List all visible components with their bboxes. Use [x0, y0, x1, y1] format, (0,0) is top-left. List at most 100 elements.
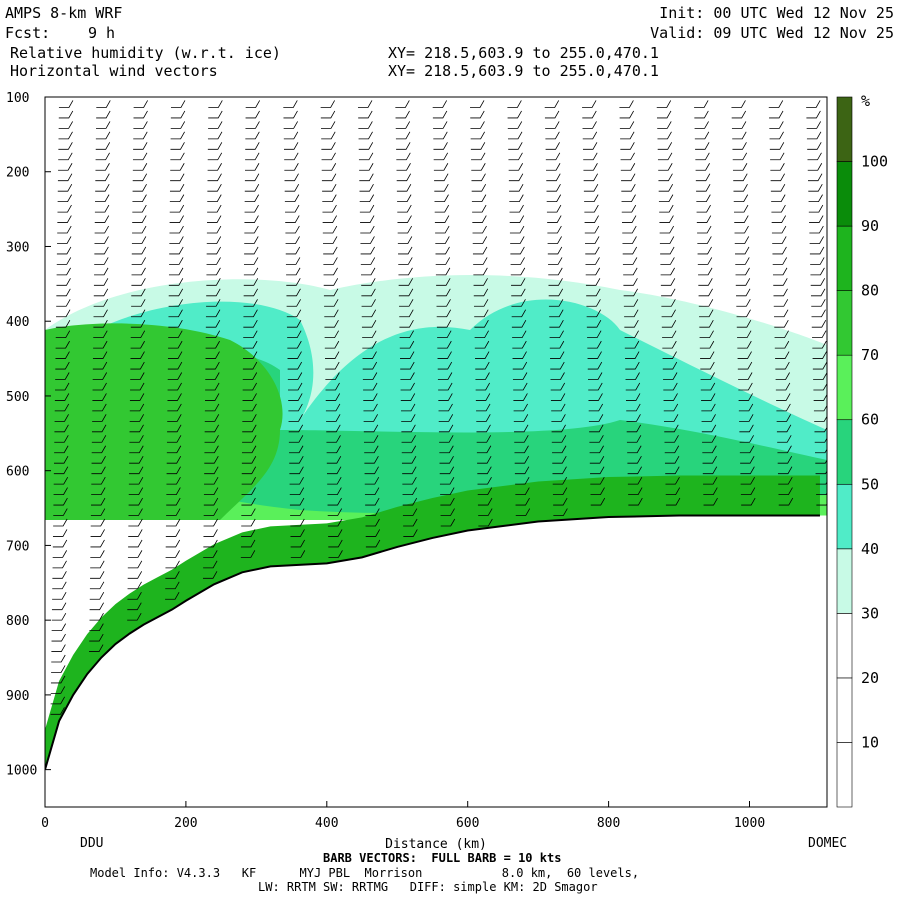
- terrain: [45, 515, 827, 807]
- wind-barb: [327, 497, 342, 506]
- wind-barb: [436, 319, 452, 328]
- wind-barb: [89, 623, 104, 632]
- wind-barb: [807, 163, 823, 171]
- wind-barb: [50, 675, 66, 684]
- y-tick-label: 300: [6, 240, 29, 255]
- y-tick-label: 400: [6, 315, 29, 330]
- wind-barb: [735, 267, 750, 276]
- wind-barb: [127, 581, 142, 590]
- wind-barb: [241, 466, 257, 475]
- wind-barb: [289, 456, 304, 464]
- wind-barb: [90, 529, 105, 537]
- wind-barb: [547, 215, 562, 223]
- wind-barb: [51, 644, 66, 652]
- wind-barb: [165, 539, 181, 548]
- wind-barb: [733, 173, 748, 182]
- wind-barb: [701, 403, 716, 412]
- wind-barb: [53, 508, 68, 516]
- wind-barb: [90, 550, 105, 558]
- colorbar-tick-label: 70: [861, 346, 879, 364]
- wind-barb: [397, 225, 413, 234]
- wind-barb: [323, 257, 338, 265]
- wind-barb: [133, 121, 148, 129]
- wind-barb: [57, 236, 72, 244]
- wind-barb: [512, 361, 528, 370]
- wind-barb: [241, 497, 256, 506]
- wind-barb: [659, 215, 674, 223]
- x-endpoint-right: DOMEC: [808, 836, 847, 851]
- wind-barb: [321, 142, 336, 150]
- wind-barb: [769, 142, 785, 150]
- wind-barb: [473, 278, 488, 286]
- wind-barb: [662, 340, 677, 349]
- wind-barb: [51, 612, 67, 621]
- wind-barb: [512, 351, 527, 359]
- wind-barb: [774, 309, 789, 318]
- wind-barb: [589, 435, 604, 443]
- wind-barb: [510, 267, 526, 276]
- wind-barb: [552, 445, 567, 454]
- wind-barb: [625, 393, 641, 401]
- y-axis-ticks: 100 200 300 400 500 600 700 800 900 1000: [6, 91, 51, 779]
- wind-barb: [55, 372, 70, 380]
- wind-barb: [471, 173, 486, 182]
- wind-barb: [399, 330, 414, 339]
- wind-barb: [509, 183, 524, 192]
- wind-barb: [127, 550, 143, 558]
- wind-barb: [244, 246, 259, 255]
- wind-barb: [53, 518, 68, 527]
- wind-barb: [93, 299, 108, 307]
- wind-barb: [365, 497, 380, 506]
- wind-barb: [664, 435, 679, 443]
- wind-barb: [472, 246, 488, 255]
- wind-barb: [133, 97, 145, 98]
- wind-barb: [51, 654, 66, 663]
- wind-barb: [694, 110, 709, 119]
- wind-barb: [437, 340, 452, 349]
- wind-barb: [91, 445, 107, 454]
- y-tick-label: 600: [6, 465, 29, 480]
- wind-barb: [656, 100, 672, 108]
- wind-barb: [434, 215, 450, 223]
- wind-barb: [283, 142, 299, 150]
- wind-barb: [771, 194, 786, 203]
- wind-barb: [167, 351, 183, 359]
- wind-barb: [245, 152, 260, 161]
- wind-barb: [90, 571, 105, 579]
- wind-barb: [624, 319, 639, 328]
- wind-barb: [585, 236, 600, 244]
- wind-barb: [287, 372, 303, 380]
- wind-barb: [663, 382, 678, 391]
- wind-barb: [395, 121, 411, 129]
- wind-barb: [696, 215, 712, 223]
- wind-barb: [361, 309, 377, 318]
- wind-barb: [508, 173, 524, 182]
- wind-barb: [205, 393, 220, 401]
- wind-barb: [815, 481, 827, 485]
- wind-barb: [286, 278, 301, 286]
- wind-barb: [734, 225, 749, 234]
- wind-barb: [360, 257, 376, 265]
- wind-barb: [96, 97, 107, 98]
- wind-barb: [129, 456, 144, 464]
- wind-barb: [777, 435, 792, 443]
- terrain-group: [45, 475, 827, 807]
- wind-barb: [403, 518, 418, 527]
- wind-barb: [168, 319, 183, 328]
- x-axis-label: Distance (km): [385, 837, 487, 852]
- wind-barb: [770, 173, 785, 182]
- colorbar-tick-label: 90: [861, 217, 879, 235]
- wind-barb: [436, 299, 451, 307]
- colorbar-swatch: [836, 483, 853, 550]
- wind-barb: [50, 696, 65, 705]
- wind-barb: [810, 288, 826, 297]
- wind-barb: [625, 372, 640, 380]
- wind-barb: [775, 351, 790, 359]
- wind-barb: [548, 299, 564, 307]
- wind-barb: [589, 424, 604, 433]
- overlay-title: Horizontal wind vectors: [10, 62, 218, 80]
- wind-barb: [129, 466, 144, 475]
- wind-barb: [243, 278, 259, 286]
- wind-barb: [588, 414, 604, 422]
- wind-barb: [287, 351, 302, 359]
